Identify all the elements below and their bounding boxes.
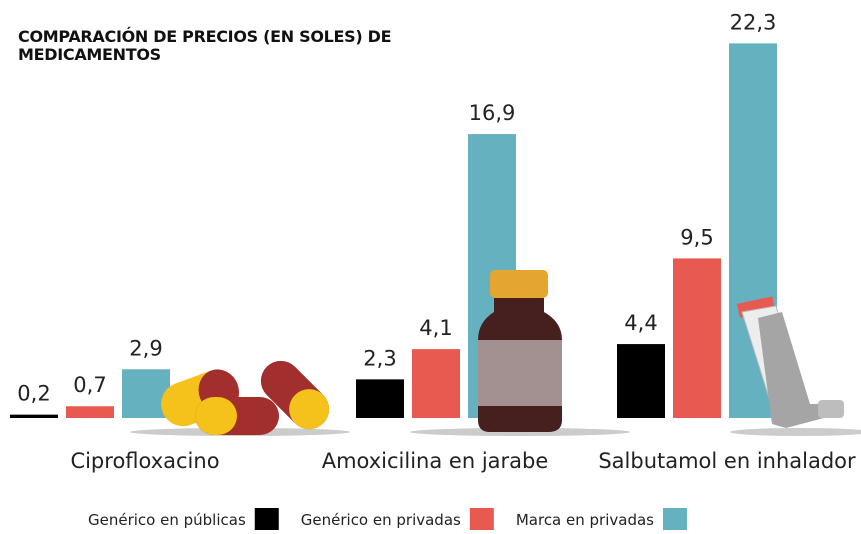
legend-label: Marca en privadas [516, 511, 654, 529]
value-label: 4,4 [624, 311, 657, 335]
bar [66, 406, 114, 418]
category-label: Salbutamol en inhalador [598, 449, 856, 473]
bar [412, 349, 460, 418]
value-label: 0,7 [73, 373, 106, 397]
bar [673, 258, 721, 418]
category-label: Ciprofloxacino [70, 449, 219, 473]
value-label: 16,9 [469, 101, 516, 125]
legend-swatch [255, 508, 279, 530]
category-label: Amoxicilina en jarabe [322, 449, 549, 473]
legend-swatch [663, 508, 687, 530]
bar [356, 379, 404, 418]
value-label: 2,9 [129, 336, 162, 360]
value-label: 9,5 [680, 225, 713, 249]
bar [10, 415, 58, 418]
bar [617, 344, 665, 418]
chart: Ciprofloxacino 0,2 0,7 2,9 Amoxicilina en ja… [0, 0, 861, 534]
value-label: 0,2 [17, 382, 50, 406]
value-label: 4,1 [419, 316, 452, 340]
value-label: 22,3 [730, 10, 777, 34]
legend-swatch [470, 508, 494, 530]
legend-label: Genérico en privadas [301, 511, 461, 529]
chart-page: COMPARACIÓN DE PRECIOS (EN SOLES) DE MED… [0, 0, 861, 534]
legend-label: Genérico en públicas [88, 511, 246, 529]
value-label: 2,3 [363, 346, 396, 370]
